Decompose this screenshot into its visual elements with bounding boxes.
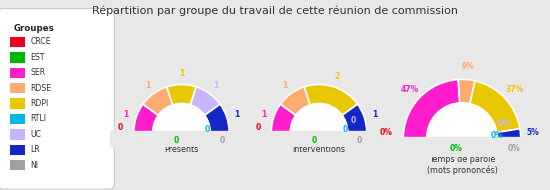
Text: 0: 0 (174, 136, 179, 145)
Text: 0: 0 (205, 125, 210, 134)
Text: 5%: 5% (527, 128, 540, 137)
Wedge shape (134, 104, 158, 132)
Text: 1: 1 (213, 81, 218, 90)
Text: 0: 0 (343, 125, 348, 134)
Text: 37%: 37% (505, 85, 524, 94)
Bar (10, 68, 25, 78)
Text: 0: 0 (357, 136, 362, 145)
Text: 2: 2 (334, 72, 339, 81)
Bar (248, 131, 390, 158)
Text: 0: 0 (255, 123, 261, 132)
Text: 0: 0 (351, 116, 356, 125)
Text: 47%: 47% (400, 85, 419, 94)
Wedge shape (342, 104, 367, 132)
Bar (10, 145, 25, 155)
Circle shape (290, 104, 348, 161)
Bar (10, 114, 25, 124)
Text: Interventions: Interventions (293, 146, 345, 154)
Wedge shape (458, 79, 475, 104)
Text: Répartition par groupe du travail de cette réunion de commission: Répartition par groupe du travail de cet… (92, 6, 458, 16)
Bar (10, 160, 25, 170)
Text: EST: EST (31, 53, 45, 62)
Bar (10, 83, 25, 93)
Text: Présents: Présents (164, 146, 199, 154)
Text: 1: 1 (145, 81, 150, 90)
Text: Temps de parole
(mots prononcés): Temps de parole (mots prononcés) (427, 154, 497, 174)
Bar (10, 37, 25, 47)
Circle shape (153, 104, 210, 161)
Wedge shape (304, 85, 358, 115)
Text: 0%: 0% (491, 131, 504, 140)
Text: 0%: 0% (450, 144, 463, 153)
Text: 1: 1 (179, 70, 184, 78)
Wedge shape (205, 104, 229, 132)
Bar (10, 98, 25, 109)
Text: 1: 1 (372, 110, 377, 119)
Text: 0: 0 (118, 123, 123, 132)
Wedge shape (280, 87, 310, 115)
Circle shape (427, 103, 497, 173)
Text: 1: 1 (124, 110, 129, 119)
Wedge shape (271, 104, 296, 132)
Text: RDSE: RDSE (31, 84, 52, 93)
Text: RTLI: RTLI (31, 114, 47, 123)
Text: 1: 1 (261, 110, 266, 119)
Text: 0%: 0% (379, 128, 392, 137)
Bar (10, 129, 25, 140)
Text: LR: LR (31, 145, 40, 154)
Text: 9%: 9% (461, 62, 474, 71)
Wedge shape (143, 87, 173, 115)
Wedge shape (403, 80, 460, 138)
Text: 0: 0 (219, 136, 224, 145)
Text: 0: 0 (312, 136, 317, 145)
Text: 1: 1 (282, 81, 288, 90)
Text: NI: NI (31, 161, 38, 169)
Text: UC: UC (31, 130, 42, 139)
Text: 1: 1 (234, 110, 239, 119)
Text: Groupes: Groupes (13, 24, 54, 32)
Bar (110, 131, 253, 158)
Text: CRCE: CRCE (31, 37, 51, 46)
Wedge shape (167, 85, 196, 105)
Text: SER: SER (31, 68, 46, 77)
Wedge shape (190, 87, 220, 115)
Text: 0%: 0% (498, 119, 511, 128)
FancyBboxPatch shape (0, 9, 114, 189)
Text: 0%: 0% (507, 144, 520, 153)
Text: RDPI: RDPI (31, 99, 49, 108)
Wedge shape (497, 129, 521, 138)
Wedge shape (470, 81, 520, 132)
Bar (10, 52, 25, 63)
Bar (374, 137, 550, 170)
